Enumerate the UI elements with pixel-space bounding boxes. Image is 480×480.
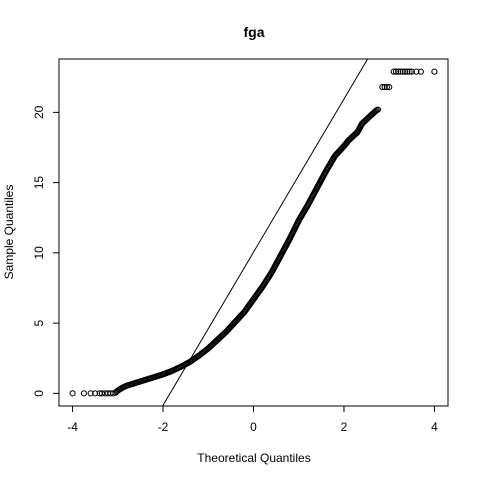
data-point [417,68,424,75]
data-point [413,68,420,75]
data-point [386,83,393,91]
x-tick-label: 4 [431,420,438,434]
reference-line-group [162,58,369,407]
data-point [406,68,413,75]
x-tick-label: -4 [67,420,78,434]
y-tick-label: 20 [32,105,46,119]
data-point [404,68,411,75]
y-tick-label: 5 [32,319,46,326]
y-axis: 0 5 10 15 20 [32,105,60,397]
x-axis-label: Theoretical Quantiles [197,451,310,465]
data-point [98,390,106,397]
x-axis: -4 -2 0 2 4 [67,405,438,434]
reference-line [162,58,369,407]
data-point [379,83,386,91]
data-point [69,390,76,397]
x-tick-label: 2 [341,420,348,434]
y-axis-label: Sample Quantiles [2,185,16,280]
data-point [408,68,415,75]
data-point [374,106,381,113]
data-point [401,68,409,75]
data-point [92,390,99,397]
points-group [69,68,438,397]
data-point [395,68,402,75]
data-point [397,68,404,75]
data-point [431,68,438,75]
data-point [381,83,388,91]
data-point [80,390,87,397]
plot-frame [58,58,449,407]
data-point [392,68,400,75]
data-point [87,390,94,397]
x-tick-label: 0 [250,420,257,434]
chart-title: fga [244,24,265,40]
data-point [383,83,391,91]
data-point [399,68,406,75]
data-point [390,68,397,75]
x-tick-label: -2 [158,420,169,434]
y-tick-label: 10 [32,246,46,260]
y-tick-label: 15 [32,176,46,190]
y-tick-label: 0 [32,390,46,397]
